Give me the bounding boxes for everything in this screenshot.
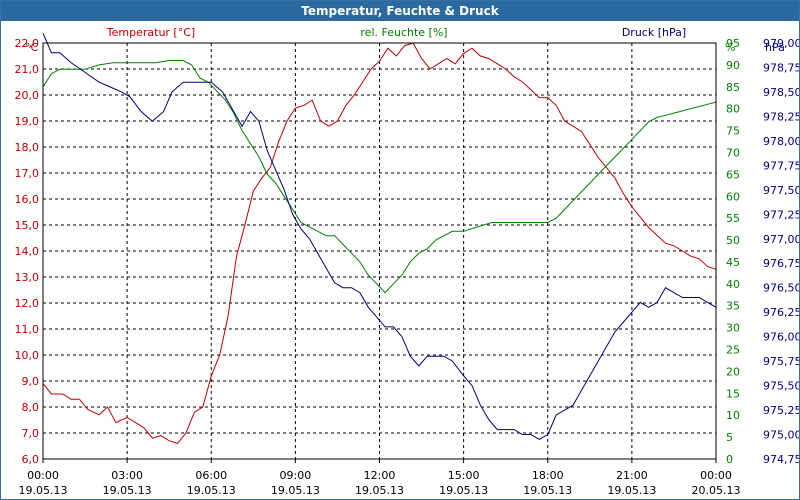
pressure-tick-label: 978,25 xyxy=(763,110,799,123)
humidity-tick-label: 85 xyxy=(726,81,740,94)
humidity-tick-label: 70 xyxy=(726,146,740,159)
temp-tick-label: 17,0 xyxy=(15,167,40,180)
temp-tick-label: 16,0 xyxy=(15,193,40,206)
pressure-tick-label: 975,50 xyxy=(763,380,799,393)
pressure-tick-label: 976,25 xyxy=(763,306,799,319)
pressure-tick-label: 977,50 xyxy=(763,184,799,197)
temp-tick-label: 13,0 xyxy=(15,271,40,284)
humidity-tick-label: 35 xyxy=(726,300,740,313)
temp-tick-label: 11,0 xyxy=(15,323,40,336)
legend-humidity: rel. Feuchte [%] xyxy=(360,26,447,39)
humidity-tick-label: 75 xyxy=(726,125,740,138)
pressure-tick-label: 975,75 xyxy=(763,355,799,368)
pressure-tick-label: 974,75 xyxy=(763,453,799,466)
humidity-tick-label: 25 xyxy=(726,344,740,357)
x-tick-time: 06:00 xyxy=(195,469,227,482)
series-temp-line xyxy=(42,42,717,444)
x-tick-time: 00:00 xyxy=(27,469,59,482)
temp-tick-label: 18,0 xyxy=(15,141,40,154)
temp-tick-label: 19,0 xyxy=(15,115,40,128)
pressure-tick-label: 976,00 xyxy=(763,331,799,344)
axes-group: 6,0 7,0 8,0 9,0 10,0 11,0 12,0 13,0 14,0 15,0 16,0… xyxy=(15,26,800,497)
pressure-tick-label: 978,75 xyxy=(763,61,799,74)
series-group xyxy=(42,33,717,444)
x-tick-date: 19.05.13 xyxy=(607,484,656,497)
humidity-tick-label: 5 xyxy=(726,431,733,444)
humidity-tick-label: 50 xyxy=(726,234,740,247)
pressure-tick-label: 977,75 xyxy=(763,159,799,172)
temp-unit: °C xyxy=(25,41,39,54)
temp-tick-label: 12,0 xyxy=(15,297,40,310)
pressure-tick-label: 975,25 xyxy=(763,404,799,417)
pressure-tick-label: 978,00 xyxy=(763,135,799,148)
humidity-tick-label: 65 xyxy=(726,168,740,181)
x-tick-date: 19.05.13 xyxy=(271,484,320,497)
pressure-tick-label: 976,50 xyxy=(763,282,799,295)
plot-border xyxy=(42,42,717,460)
x-tick-time: 12:00 xyxy=(364,469,396,482)
humidity-tick-label: 40 xyxy=(726,278,740,291)
humidity-unit: % xyxy=(725,41,735,54)
x-tick-time: 18:00 xyxy=(532,469,564,482)
x-tick-time: 09:00 xyxy=(280,469,312,482)
humidity-tick-label: 20 xyxy=(726,365,740,378)
temp-tick-label: 15,0 xyxy=(15,219,40,232)
x-tick-date: 19.05.13 xyxy=(19,484,68,497)
humidity-tick-label: 60 xyxy=(726,190,740,203)
humidity-tick-label: 90 xyxy=(726,59,740,72)
temp-tick-label: 10,0 xyxy=(15,349,40,362)
temp-tick-label: 9,0 xyxy=(22,375,40,388)
humidity-tick-label: 80 xyxy=(726,103,740,116)
humidity-tick-label: 95 xyxy=(726,37,740,50)
humidity-tick-label: 10 xyxy=(726,409,740,422)
x-tick-date: 19.05.13 xyxy=(103,484,152,497)
temp-tick-label: 14,0 xyxy=(15,245,40,258)
pressure-tick-label: 977,00 xyxy=(763,233,799,246)
pressure-unit: hPa xyxy=(765,41,785,54)
temp-tick-label: 6,0 xyxy=(22,453,40,466)
humidity-tick-label: 15 xyxy=(726,387,740,400)
pressure-tick-label: 976,75 xyxy=(763,257,799,270)
x-tick-date: 19.05.13 xyxy=(355,484,404,497)
x-tick-time: 03:00 xyxy=(111,469,143,482)
x-tick-date: 20.05.13 xyxy=(692,484,741,497)
series-pressure-line xyxy=(42,33,717,440)
legend-temp: Temperatur [°C] xyxy=(106,26,195,39)
temp-tick-label: 21,0 xyxy=(15,63,40,76)
x-tick-time: 15:00 xyxy=(448,469,480,482)
x-tick-date: 19.05.13 xyxy=(439,484,488,497)
humidity-tick-label: 30 xyxy=(726,322,740,335)
x-tick-time: 00:00 xyxy=(700,469,732,482)
x-tick-date: 19.05.13 xyxy=(187,484,236,497)
temp-tick-label: 8,0 xyxy=(22,401,40,414)
humidity-tick-label: 0 xyxy=(726,453,733,466)
humidity-tick-label: 45 xyxy=(726,256,740,269)
pressure-tick-label: 977,25 xyxy=(763,208,799,221)
humidity-tick-label: 55 xyxy=(726,212,740,225)
pressure-tick-label: 979,00 xyxy=(763,37,799,50)
temp-tick-label: 20,0 xyxy=(15,89,40,102)
pressure-tick-label: 975,00 xyxy=(763,429,799,442)
series-humidity-line xyxy=(42,60,717,294)
grid xyxy=(43,42,716,459)
x-tick-date: 19.05.13 xyxy=(523,484,572,497)
pressure-tick-label: 978,50 xyxy=(763,86,799,99)
x-tick-time: 21:00 xyxy=(616,469,648,482)
window-title: Temperatur, Feuchte & Druck xyxy=(1,1,799,21)
temp-tick-label: 22,0 xyxy=(15,37,40,50)
legend-pressure: Druck [hPa] xyxy=(622,26,686,39)
temp-tick-label: 7,0 xyxy=(22,427,40,440)
